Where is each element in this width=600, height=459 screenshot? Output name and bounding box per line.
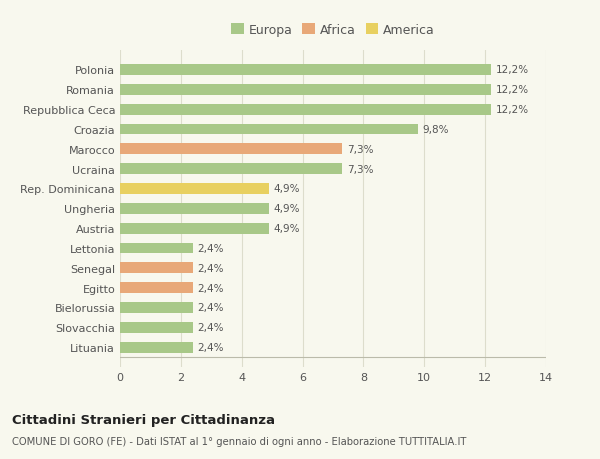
Bar [120,342,193,353]
Bar [120,203,269,214]
Text: 4,9%: 4,9% [274,204,300,214]
Text: 2,4%: 2,4% [197,263,224,273]
Text: 12,2%: 12,2% [496,105,529,115]
Bar [120,283,193,293]
Text: 12,2%: 12,2% [496,65,529,75]
Bar [120,322,193,333]
Text: 2,4%: 2,4% [197,323,224,333]
Text: 9,8%: 9,8% [423,125,449,134]
Text: COMUNE DI GORO (FE) - Dati ISTAT al 1° gennaio di ogni anno - Elaborazione TUTTI: COMUNE DI GORO (FE) - Dati ISTAT al 1° g… [12,436,466,446]
Bar [120,124,418,135]
Text: 2,4%: 2,4% [197,342,224,353]
Text: 2,4%: 2,4% [197,303,224,313]
Text: 4,9%: 4,9% [274,224,300,234]
Bar [120,65,491,76]
Text: 4,9%: 4,9% [274,184,300,194]
Text: 7,3%: 7,3% [347,164,373,174]
Text: Cittadini Stranieri per Cittadinanza: Cittadini Stranieri per Cittadinanza [12,413,275,426]
Legend: Europa, Africa, America: Europa, Africa, America [226,19,440,42]
Bar [120,144,342,155]
Text: 2,4%: 2,4% [197,243,224,253]
Bar [120,164,342,175]
Bar [120,223,269,234]
Bar [120,84,491,95]
Bar [120,243,193,254]
Bar [120,184,269,195]
Bar [120,263,193,274]
Text: 2,4%: 2,4% [197,283,224,293]
Text: 12,2%: 12,2% [496,85,529,95]
Bar [120,302,193,313]
Bar [120,105,491,115]
Text: 7,3%: 7,3% [347,145,373,155]
